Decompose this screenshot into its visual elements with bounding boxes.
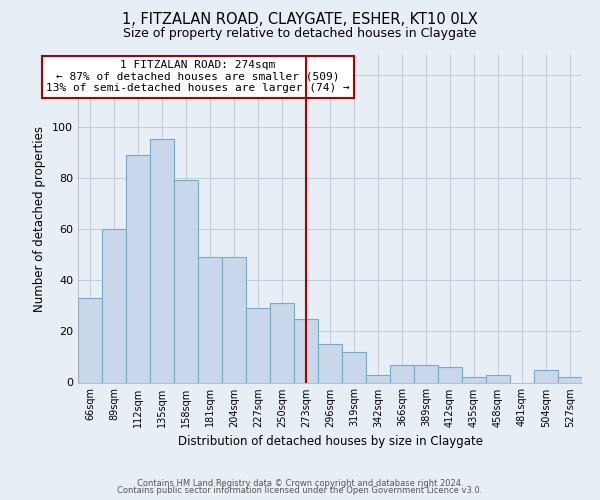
Bar [558, 378, 582, 382]
Bar [198, 257, 222, 382]
Bar [486, 375, 510, 382]
Bar [78, 298, 102, 382]
Bar [126, 155, 150, 382]
Text: Contains HM Land Registry data © Crown copyright and database right 2024.: Contains HM Land Registry data © Crown c… [137, 478, 463, 488]
Text: 1 FITZALAN ROAD: 274sqm
← 87% of detached houses are smaller (509)
13% of semi-d: 1 FITZALAN ROAD: 274sqm ← 87% of detache… [46, 60, 350, 94]
X-axis label: Distribution of detached houses by size in Claygate: Distribution of detached houses by size … [178, 435, 482, 448]
Text: Contains public sector information licensed under the Open Government Licence v3: Contains public sector information licen… [118, 486, 482, 495]
Bar [534, 370, 558, 382]
Y-axis label: Number of detached properties: Number of detached properties [34, 126, 46, 312]
Bar [438, 367, 462, 382]
Bar [246, 308, 270, 382]
Bar [222, 257, 246, 382]
Bar [294, 318, 318, 382]
Bar [150, 140, 174, 382]
Bar [462, 378, 486, 382]
Text: Size of property relative to detached houses in Claygate: Size of property relative to detached ho… [124, 28, 476, 40]
Bar [102, 229, 126, 382]
Bar [174, 180, 198, 382]
Bar [414, 364, 438, 382]
Bar [270, 303, 294, 382]
Bar [366, 375, 390, 382]
Bar [390, 364, 414, 382]
Text: 1, FITZALAN ROAD, CLAYGATE, ESHER, KT10 0LX: 1, FITZALAN ROAD, CLAYGATE, ESHER, KT10 … [122, 12, 478, 28]
Bar [342, 352, 366, 382]
Bar [318, 344, 342, 383]
